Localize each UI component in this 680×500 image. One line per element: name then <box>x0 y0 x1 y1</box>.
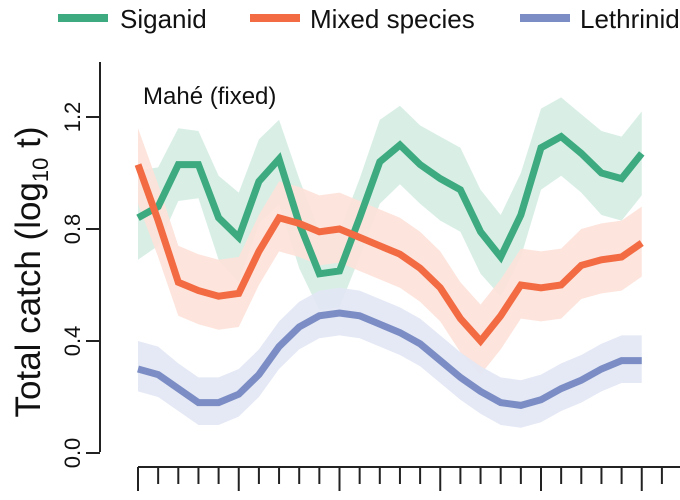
series-line-mixed-species <box>134 163 644 347</box>
y-tick-label: 0.0 <box>60 438 85 469</box>
y-axis: 0.0 0.4 0.8 1.2 <box>60 62 101 469</box>
legend-label-siganid: Siganid <box>120 4 207 34</box>
plot-area <box>134 97 645 428</box>
y-axis-title: Total catch (log10 t) <box>9 127 53 418</box>
series-line-siganid <box>136 132 645 278</box>
y-tick-label: 0.8 <box>60 214 85 245</box>
legend: Siganid Mixed species Lethrinid <box>58 4 680 34</box>
legend-label-mixed-species: Mixed species <box>310 4 475 34</box>
series-line-lethrinid <box>137 309 642 409</box>
ci-band-lethrinid <box>138 287 642 428</box>
x-axis <box>137 466 680 491</box>
y-tick-label: 0.4 <box>60 326 85 357</box>
panel-label: Mahé (fixed) <box>143 83 276 110</box>
legend-label-lethrinid: Lethrinid <box>580 4 680 34</box>
y-axis-title-main: Total catch (log <box>9 182 48 417</box>
y-axis-title-tail: t) <box>9 127 48 158</box>
y-axis-title-subscript: 10 <box>28 158 53 182</box>
y-tick-label: 1.2 <box>60 102 85 133</box>
